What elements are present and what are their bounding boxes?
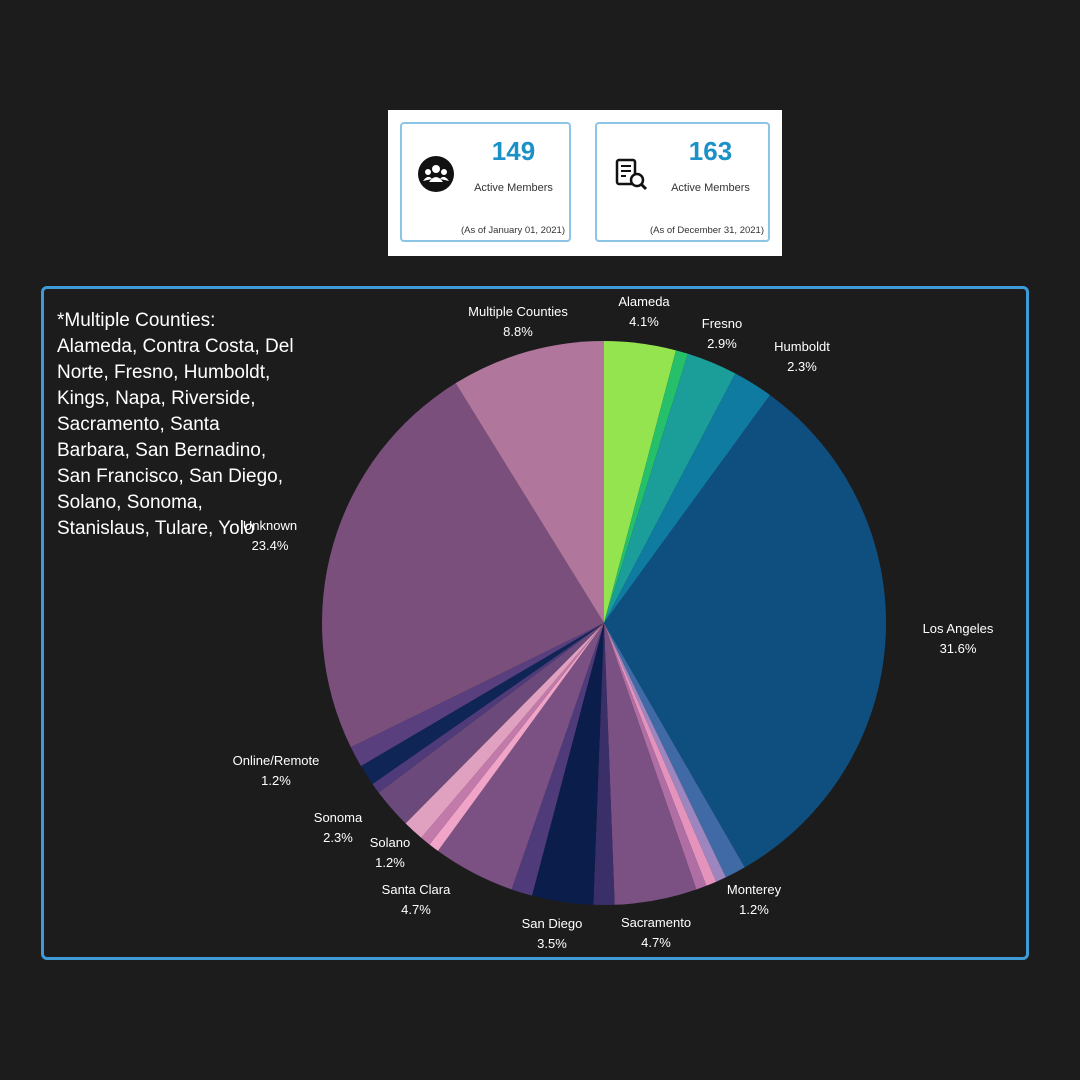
pie-slice-humboldt: [604, 373, 771, 623]
stat-number: 163: [688, 136, 733, 166]
note-title: *Multiple Counties:: [57, 310, 216, 331]
stat-card-end: 163 Active Members (As of December 31, 2…: [595, 122, 770, 242]
multiple-counties-note: *Multiple Counties: Alameda, Contra Cost…: [57, 308, 297, 542]
pie-slice: [429, 623, 604, 851]
stat-card-start: 149 Active Members (As of January 01, 20…: [400, 122, 571, 242]
pie-slice-solano: [405, 623, 604, 838]
stat-date: (As of December 31, 2021): [649, 225, 764, 236]
slice-label: Solano: [370, 835, 410, 850]
chart-panel: [41, 286, 1029, 960]
slice-percent-label: 4.1%: [629, 314, 659, 329]
slice-percent-label: 2.3%: [787, 359, 817, 374]
report-search-icon: [615, 158, 648, 191]
slice-percent-label: 4.7%: [401, 902, 431, 917]
pie-slice: [511, 623, 604, 896]
note-text: Alameda, Contra Costa, Del Norte, Fresno…: [57, 336, 294, 539]
slice-label: Unknown: [243, 518, 297, 533]
slice-percent-label: 31.6%: [940, 641, 977, 656]
slice-percent-label: 1.2%: [739, 902, 769, 917]
pie-slice-sonoma: [378, 623, 604, 824]
pie-slice-sacramento: [604, 623, 697, 905]
slice-label: Monterey: [727, 882, 782, 897]
pie-labels: Alameda 4.1% Fresno 2.9% Humboldt 2.3% Los Ang…: [233, 294, 994, 951]
stat-label: Active Members: [671, 182, 750, 194]
stat-number: 149: [491, 136, 536, 166]
group-icon: [418, 156, 454, 192]
pie-slice-online-remote: [360, 623, 604, 784]
pie-slice-multiple-counties: [455, 341, 604, 623]
slice-percent-label: 1.2%: [261, 773, 291, 788]
pie-slice: [350, 623, 604, 767]
slice-percent-label: 3.5%: [537, 936, 567, 951]
pie-slice-unknown: [321, 383, 604, 748]
stat-label: Active Members: [474, 182, 553, 194]
slice-percent-label: 23.4%: [252, 538, 289, 553]
slice-label: Los Angeles: [923, 621, 994, 636]
pie-slice: [604, 350, 688, 623]
slice-percent-label: 4.7%: [641, 935, 671, 950]
pie-slice-monterey: [604, 623, 745, 878]
slice-label: Online/Remote: [233, 753, 320, 768]
stat-date: (As of January 01, 2021): [460, 225, 565, 236]
pie-slice: [604, 623, 726, 882]
slice-percent-label: 8.8%: [503, 324, 533, 339]
pie-slice-santa-clara: [437, 623, 604, 890]
pie-slice-alameda: [604, 341, 676, 623]
pie-slice: [593, 623, 615, 906]
slice-label: Sonoma: [314, 810, 363, 825]
slice-label: Alameda: [618, 294, 670, 309]
pie-slice: [421, 623, 604, 845]
member-stats-panel: 149 Active Members (As of January 01, 20…: [388, 110, 782, 256]
pie-slice-los-angeles: [604, 395, 886, 868]
slice-label: San Diego: [522, 916, 583, 931]
slice-percent-label: 1.2%: [375, 855, 405, 870]
slice-percent-label: 2.3%: [323, 830, 353, 845]
slice-percent-label: 2.9%: [707, 336, 737, 351]
slice-label: Santa Clara: [382, 882, 451, 897]
slice-label: Sacramento: [621, 915, 691, 930]
pie-slice-fresno: [604, 353, 736, 623]
pie-slice: [604, 623, 707, 890]
slice-label: Fresno: [702, 316, 742, 331]
pie-slices: [321, 341, 886, 906]
slice-label: Multiple Counties: [468, 304, 568, 319]
pie-slice: [604, 623, 717, 886]
pie-slice: [372, 623, 604, 793]
pie-slice-san-diego: [532, 623, 604, 905]
slice-label: Humboldt: [774, 339, 830, 354]
